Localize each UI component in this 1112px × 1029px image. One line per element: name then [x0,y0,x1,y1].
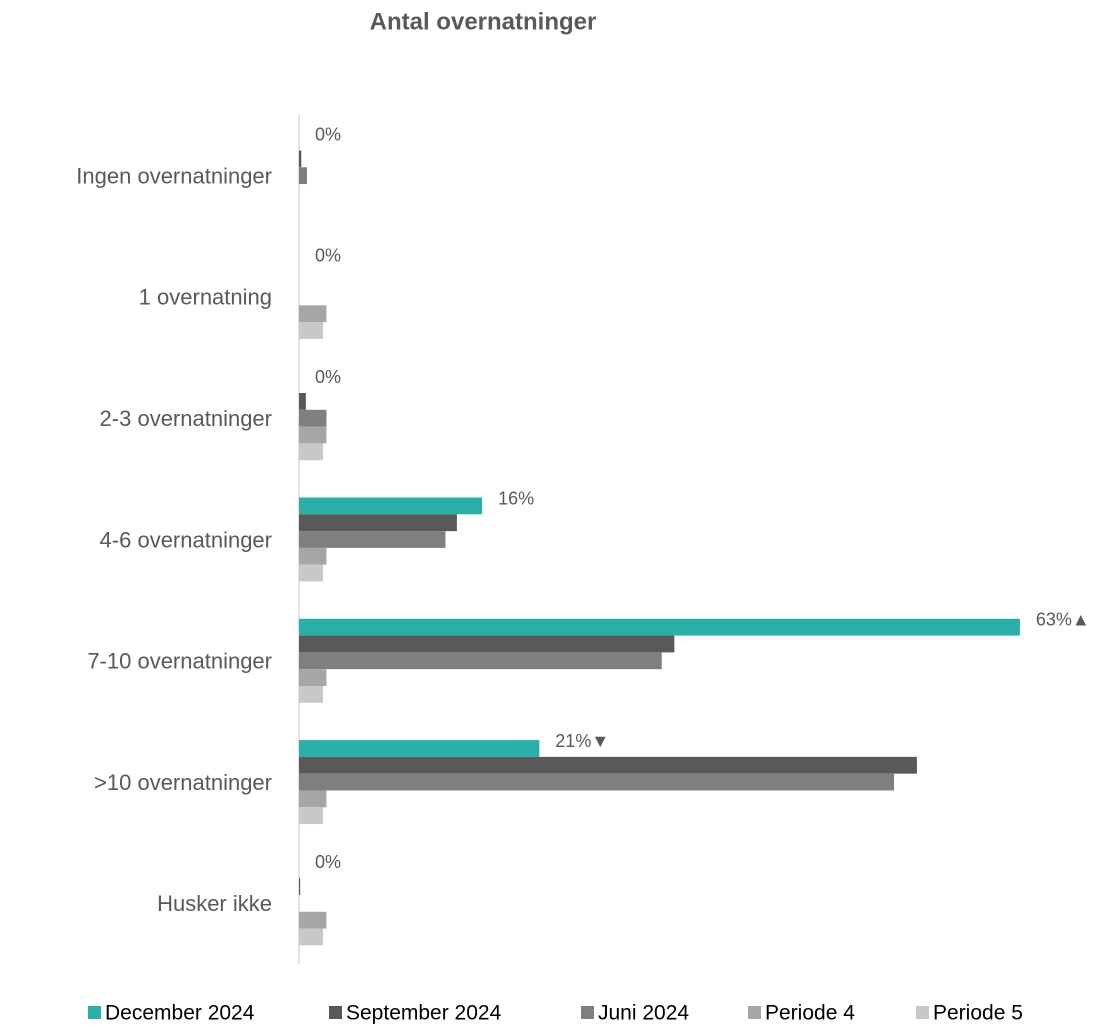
y-tick-label: Ingen overnatninger [76,163,272,188]
chart-title: Antal overnatninger [370,8,597,35]
bar [299,497,483,515]
y-tick-label: 7-10 overnatninger [87,649,272,674]
bar [299,531,446,548]
legend-label: December 2024 [105,1002,255,1025]
bar [299,740,540,757]
legend-swatch [581,1006,594,1019]
y-tick-label: 2-3 overnatninger [100,406,272,431]
legend-label: Periode 4 [765,1002,855,1025]
bar [299,878,301,895]
data-label: 0% [315,852,341,872]
bar [299,426,327,444]
bar [299,756,917,774]
bar [299,685,324,703]
bar [299,618,1020,636]
legend-label: September 2024 [346,1002,502,1025]
legend-swatch [748,1006,761,1019]
data-label: 21%▼ [555,731,609,751]
legend-swatch [329,1006,342,1019]
data-label: 63%▲ [1036,610,1090,630]
bar [299,305,327,323]
bar [299,547,327,565]
y-tick-label: Husker ikke [157,891,272,916]
legend-label: Periode 5 [933,1002,1023,1025]
bar [299,790,327,808]
legend-label: Juni 2024 [598,1002,689,1025]
legend-swatch [88,1006,101,1019]
bar [299,409,327,427]
bar [299,652,662,670]
data-label: 0% [315,246,341,266]
bar [299,635,675,653]
bar [299,443,324,461]
bar [299,669,327,686]
bar [299,514,457,532]
data-label: 0% [315,124,341,144]
bar [299,911,327,929]
bar [299,773,895,791]
data-label: 16% [498,488,534,508]
bar [299,322,324,339]
bar [299,807,324,825]
bar [299,150,302,168]
legend-swatch [916,1006,929,1019]
data-label: 0% [315,367,341,387]
y-tick-label: >10 overnatninger [94,770,272,795]
bar [299,393,306,410]
bar [299,928,324,946]
y-tick-label: 4-6 overnatninger [100,527,272,552]
y-tick-label: 1 overnatning [139,285,272,310]
bar [299,564,324,582]
bar [299,167,308,185]
